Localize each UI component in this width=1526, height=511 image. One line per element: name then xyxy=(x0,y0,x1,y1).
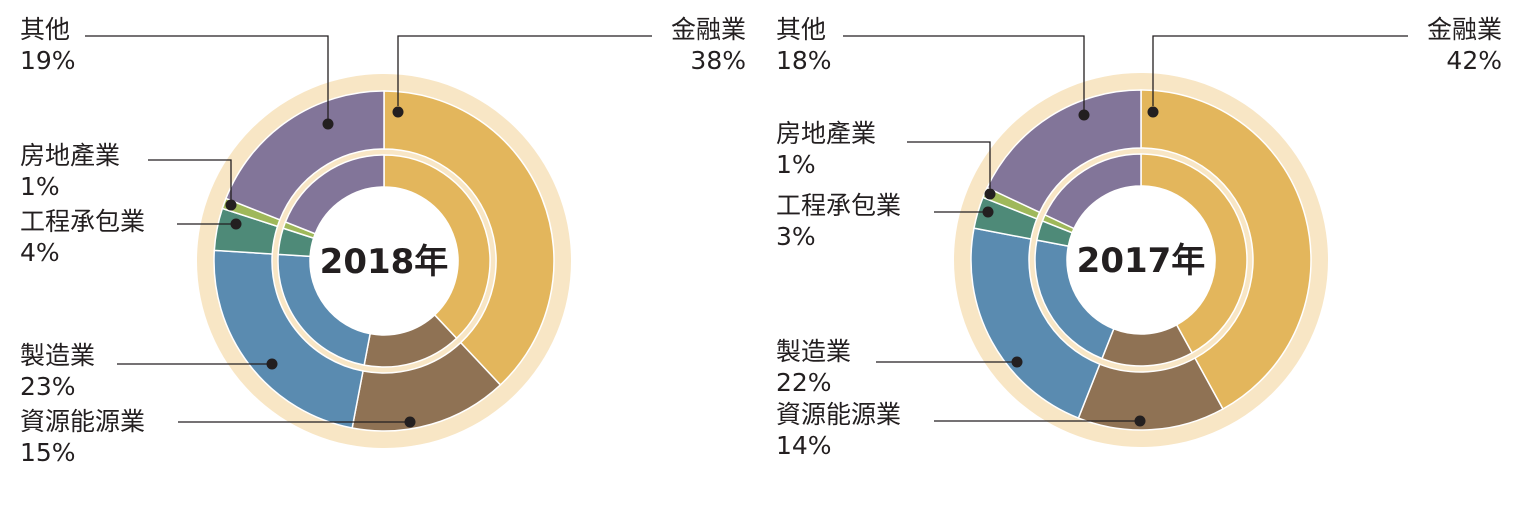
leader-line-5 xyxy=(843,35,1085,115)
outer-slice-5 xyxy=(224,90,385,221)
donut-hole xyxy=(1067,186,1215,334)
leader-line-0 xyxy=(397,35,652,106)
leader-dot-1 xyxy=(404,416,416,428)
slice-label-4: 房地產業 xyxy=(776,119,876,148)
slice-value-3: 4% xyxy=(20,238,60,267)
slice-value-0: 38% xyxy=(690,46,746,75)
slice-value-4: 1% xyxy=(20,172,60,201)
leader-dot-5 xyxy=(322,118,334,130)
slice-value-0: 42% xyxy=(1446,46,1502,75)
leader-dot-0 xyxy=(392,106,404,118)
slice-value-5: 19% xyxy=(20,46,76,75)
slice-label-1: 資源能源業 xyxy=(20,407,145,436)
center-year-label: 2017年 xyxy=(1077,241,1206,281)
slice-value-2: 23% xyxy=(20,372,76,401)
slice-label-2: 製造業 xyxy=(776,337,851,366)
leader-dot-2 xyxy=(266,358,278,370)
outer-slice-5 xyxy=(986,89,1142,214)
slice-label-3: 工程承包業 xyxy=(20,207,145,236)
slice-label-4: 房地產業 xyxy=(20,141,120,170)
outer-slice-0 xyxy=(383,90,555,386)
donut-hole xyxy=(310,187,458,335)
leader-dot-0 xyxy=(1147,106,1159,118)
leader-dot-5 xyxy=(1078,109,1090,121)
slice-value-4: 1% xyxy=(776,150,816,179)
leader-dot-3 xyxy=(230,218,242,230)
slice-label-5: 其他 xyxy=(20,15,70,44)
slice-label-1: 資源能源業 xyxy=(776,400,901,429)
leader-dot-4 xyxy=(984,188,996,200)
slice-value-3: 3% xyxy=(776,222,816,251)
leader-line-4 xyxy=(148,159,232,205)
leader-dot-2 xyxy=(1011,356,1023,368)
slice-value-2: 22% xyxy=(776,368,832,397)
slice-value-5: 18% xyxy=(776,46,832,75)
outer-slice-0 xyxy=(1140,89,1312,410)
center-year-label: 2018年 xyxy=(320,242,449,282)
slice-label-3: 工程承包業 xyxy=(776,191,901,220)
slice-label-2: 製造業 xyxy=(20,341,95,370)
slice-value-1: 14% xyxy=(776,431,832,460)
leader-line-4 xyxy=(907,141,991,194)
leader-dot-1 xyxy=(1134,415,1146,427)
leader-dot-3 xyxy=(982,206,994,218)
slice-value-1: 15% xyxy=(20,438,76,467)
leader-dot-4 xyxy=(225,199,237,211)
leader-line-5 xyxy=(85,35,329,124)
slice-label-0: 金融業 xyxy=(1427,15,1502,44)
leader-line-0 xyxy=(1152,35,1408,106)
slice-label-5: 其他 xyxy=(776,15,826,44)
slice-label-0: 金融業 xyxy=(671,15,746,44)
